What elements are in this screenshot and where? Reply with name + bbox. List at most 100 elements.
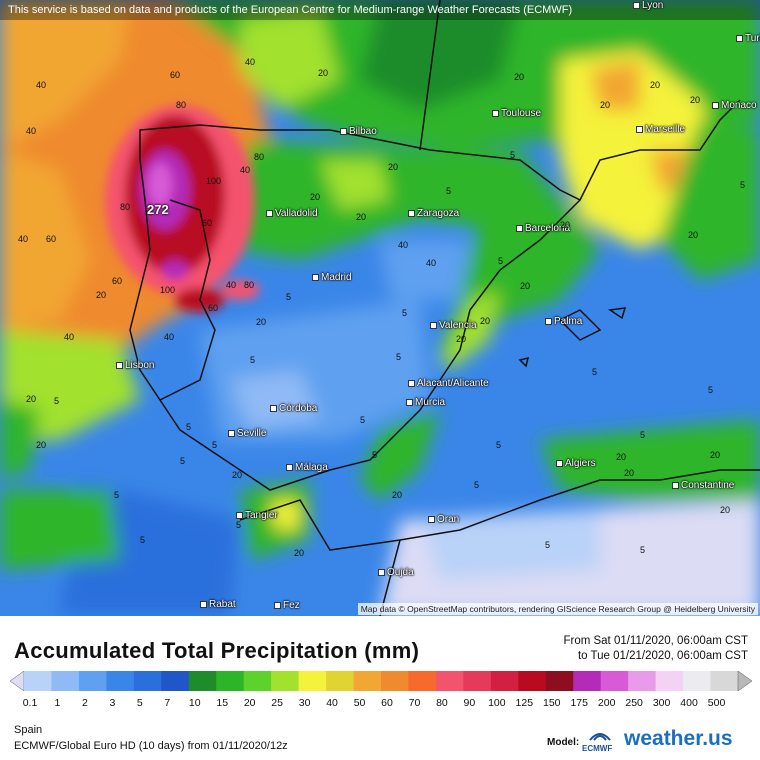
city-marker-icon xyxy=(266,209,273,217)
city-marker-icon xyxy=(200,600,207,608)
contour-value: 5 xyxy=(640,545,646,555)
city-label[interactable]: Oujda xyxy=(378,567,414,578)
city-label[interactable]: Palma xyxy=(545,316,582,327)
contour-value: 20 xyxy=(688,230,699,240)
contour-value: 40 xyxy=(398,240,409,250)
contour-value: 40 xyxy=(18,234,29,244)
contour-value: 20 xyxy=(600,100,611,110)
scale-tick-label: 7 xyxy=(164,697,171,709)
ecmwf-logo-text: ECMWF xyxy=(582,744,613,753)
city-label[interactable]: Valencia xyxy=(430,320,477,331)
city-label[interactable]: Oran xyxy=(428,514,459,525)
contour-value: 5 xyxy=(496,440,502,450)
scale-tick-label: 175 xyxy=(570,697,588,709)
contour-value: 80 xyxy=(120,202,131,212)
peak-value-label: 272 xyxy=(147,202,169,217)
ecmwf-notice-banner: This service is based on data and produc… xyxy=(0,0,760,20)
scale-tick-label: 60 xyxy=(381,697,393,709)
model-caption: Model: xyxy=(547,737,580,748)
contour-value: 40 xyxy=(164,332,175,342)
city-label[interactable]: Marseille xyxy=(636,124,685,135)
contour-value: 60 xyxy=(202,218,213,228)
contour-value: 20 xyxy=(624,468,635,478)
city-label[interactable]: Alacant/Alicante xyxy=(408,378,489,389)
contour-value: 5 xyxy=(640,430,646,440)
city-label[interactable]: Toulouse xyxy=(492,108,541,119)
city-label[interactable]: Valladolid xyxy=(266,208,318,219)
scale-arrow-right-icon xyxy=(737,671,752,691)
scale-tick-label: 200 xyxy=(597,697,616,709)
scale-cell xyxy=(545,671,574,691)
city-label[interactable]: Murcia xyxy=(406,397,445,408)
contour-value: 40 xyxy=(226,280,237,290)
scale-tick-label: 90 xyxy=(463,697,476,709)
scale-cell xyxy=(490,671,519,691)
city-marker-icon xyxy=(378,568,385,576)
city-label[interactable]: Monaco xyxy=(712,100,757,111)
city-marker-icon xyxy=(516,224,523,232)
contour-value: 20 xyxy=(96,290,107,300)
contour-value: 80 xyxy=(254,152,265,162)
weather-us-logo[interactable]: weather.us xyxy=(624,727,733,750)
city-marker-icon xyxy=(430,321,437,329)
city-label[interactable]: Madrid xyxy=(312,272,352,283)
city-label[interactable]: Zaragoza xyxy=(408,208,459,219)
scale-cell xyxy=(573,671,601,691)
scale-tick-label: 300 xyxy=(652,697,671,709)
contour-value: 60 xyxy=(112,276,123,286)
city-marker-icon xyxy=(633,1,640,9)
scale-tick-label: 125 xyxy=(515,697,534,709)
contour-value: 20 xyxy=(514,72,525,82)
scale-tick-label: 250 xyxy=(625,697,643,709)
contour-value: 40 xyxy=(240,165,251,175)
contour-value: 5 xyxy=(114,490,120,500)
city-marker-icon xyxy=(312,273,319,281)
contour-value: 5 xyxy=(140,535,146,545)
city-label[interactable]: Lyon xyxy=(633,0,663,11)
city-label[interactable]: Constantine xyxy=(672,480,734,491)
region-label: Spain xyxy=(14,724,43,736)
city-marker-icon xyxy=(270,404,277,412)
contour-value: 80 xyxy=(176,100,187,110)
city-label[interactable]: Lisbon xyxy=(116,360,154,371)
scale-tick-label: 70 xyxy=(408,697,421,709)
city-label[interactable]: Fez xyxy=(274,600,300,611)
contour-value: 5 xyxy=(498,256,504,266)
scale-tick-label: 80 xyxy=(436,697,448,709)
contour-value: 20 xyxy=(26,394,37,404)
city-label[interactable]: Algiers xyxy=(556,458,596,469)
contour-value: 5 xyxy=(360,415,366,425)
contour-value: 40 xyxy=(26,126,37,136)
contour-value: 20 xyxy=(616,452,627,462)
city-marker-icon xyxy=(408,209,415,217)
ecmwf-logo[interactable]: ECMWF xyxy=(582,726,618,754)
city-label[interactable]: Tangier xyxy=(236,510,278,521)
city-label[interactable]: Seville xyxy=(228,428,266,439)
contour-value: 5 xyxy=(396,352,402,362)
map-title: Accumulated Total Precipitation (mm) xyxy=(14,638,420,663)
city-label[interactable]: Rabat xyxy=(200,599,236,610)
city-label[interactable]: Barcelona xyxy=(516,223,570,234)
map-attribution[interactable]: Map data © OpenStreetMap contributors, r… xyxy=(357,603,758,615)
scale-cell xyxy=(381,671,409,691)
city-marker-icon xyxy=(228,429,235,437)
city-marker-icon xyxy=(556,459,563,467)
city-marker-icon xyxy=(736,34,743,42)
precipitation-map[interactable]: This service is based on data and produc… xyxy=(0,0,760,616)
scale-cell xyxy=(243,671,272,691)
scale-tick-label: 400 xyxy=(680,697,698,709)
city-label[interactable]: Turin xyxy=(736,33,760,44)
contour-value: 5 xyxy=(708,385,714,395)
contour-value: 5 xyxy=(250,355,256,365)
scale-tick-label: 10 xyxy=(188,697,201,709)
contour-value: 20 xyxy=(388,162,399,172)
scale-tick-label: 500 xyxy=(707,697,726,709)
city-label[interactable]: Málaga xyxy=(286,462,328,473)
contour-value: 20 xyxy=(560,220,571,230)
scale-cell xyxy=(78,671,107,691)
city-label[interactable]: Córdoba xyxy=(270,403,317,414)
city-label[interactable]: Bilbao xyxy=(340,126,377,137)
contour-value: 20 xyxy=(232,470,243,480)
model-run-label: ECMWF/Global Euro HD (10 days) from 01/1… xyxy=(14,740,288,752)
scale-tick-label: 1 xyxy=(54,697,61,709)
